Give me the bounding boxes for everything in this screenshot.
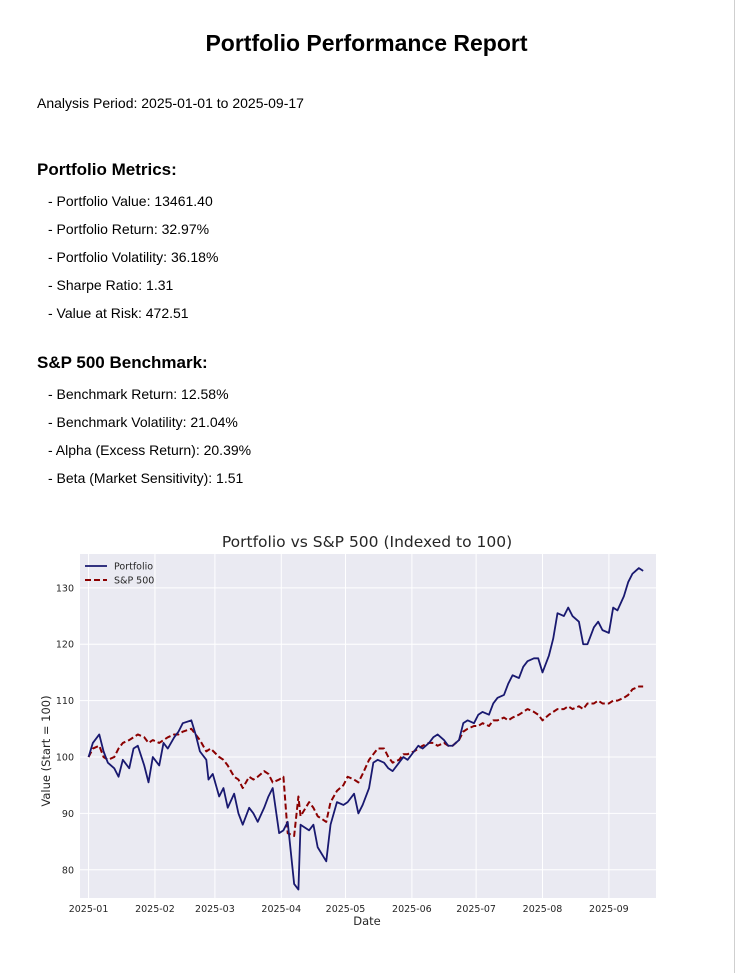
legend: Portfolio S&P 500 [85,562,154,587]
y-tick-label: 110 [56,696,74,707]
tick-labels: 80 90 100 110 120 130 2025-01 2025-02 2025-03 202… [56,583,629,915]
benchmark-metrics-list: - Benchmark Return: 12.58% - Benchmark V… [48,386,251,498]
legend-label: Portfolio [114,562,153,573]
metric-portfolio-volatility: - Portfolio Volatility: 36.18% [48,249,219,265]
series-lines [87,567,644,891]
x-tick-label: 2025-06 [392,904,432,915]
y-tick-label: 100 [56,753,74,764]
y-tick-label: 90 [62,809,74,820]
legend-label: S&P 500 [114,576,154,587]
chart-title: Portfolio vs S&P 500 (Indexed to 100) [222,533,512,551]
analysis-period: Analysis Period: 2025-01-01 to 2025-09-1… [37,95,304,111]
page-title: Portfolio Performance Report [205,30,528,56]
metric-benchmark-volatility: - Benchmark Volatility: 21.04% [48,414,238,430]
x-tick-label: 2025-01 [69,904,109,915]
x-tick-label: 2025-07 [456,904,496,915]
metric-portfolio-value: - Portfolio Value: 13461.40 [48,193,213,209]
x-tick-label: 2025-04 [261,904,301,915]
metric-sharpe-ratio: - Sharpe Ratio: 1.31 [48,277,174,293]
metric-beta: - Beta (Market Sensitivity): 1.51 [48,470,244,486]
y-axis-label: Value (Start = 100) [39,695,53,806]
x-tick-label: 2025-08 [523,904,563,915]
portfolio-metrics-list: - Portfolio Value: 13461.40 - Portfolio … [48,193,218,333]
y-tick-label: 80 [62,865,74,876]
metric-value-at-risk: - Value at Risk: 472.51 [48,305,189,321]
metric-portfolio-return: - Portfolio Return: 32.97% [48,221,210,237]
performance-chart-svg: Portfolio vs S&P 500 (Indexed to 100) 80… [39,533,656,928]
performance-chart: Portfolio vs S&P 500 (Indexed to 100) 80… [0,525,733,935]
metric-benchmark-return: - Benchmark Return: 12.58% [48,386,229,402]
x-tick-label: 2025-09 [589,904,629,915]
y-tick-label: 130 [56,583,74,594]
x-axis-label: Date [353,914,381,928]
x-tick-label: 2025-03 [195,904,235,915]
series-line-portfolio [87,567,644,891]
x-tick-label: 2025-05 [326,904,366,915]
x-tick-label: 2025-02 [135,904,175,915]
portfolio-metrics-heading: Portfolio Metrics: [37,160,177,179]
metric-alpha: - Alpha (Excess Return): 20.39% [48,442,252,458]
benchmark-heading: S&P 500 Benchmark: [37,353,208,372]
plot-area [80,554,656,898]
y-tick-label: 120 [56,640,74,651]
